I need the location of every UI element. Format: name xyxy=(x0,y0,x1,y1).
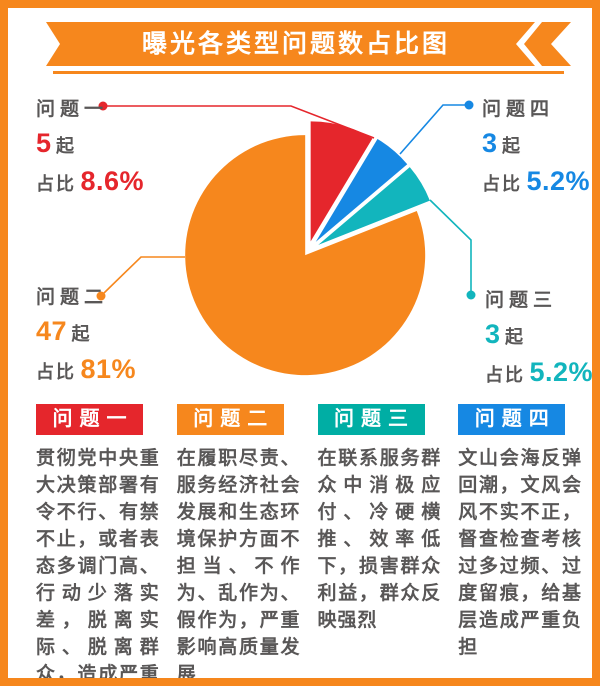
callout-issue1-pct: 占比 8.6% xyxy=(36,166,144,196)
pie-slice-问题一 xyxy=(310,121,373,242)
callout-issue3: 问题三 3 起 占比 5.2% xyxy=(485,285,593,388)
callout-issue2-label: 问题二 xyxy=(36,287,109,308)
column-issue2-body: 在履职尽责、服务经济社会发展和生态环境保护方面不担当、不作为、乱作为、假作为，严… xyxy=(176,448,301,685)
column-issue1-header: 问题一 xyxy=(36,404,143,435)
ribbon-body xyxy=(46,22,535,66)
ribbon-shape xyxy=(46,22,571,66)
column-issue3: 问题三 在联系服务群众中消极应付、冷硬横推、效率低下，损害群众利益，群众反映强烈 xyxy=(317,404,442,678)
callout-issue2-count: 47 起 xyxy=(36,316,92,346)
leader-line-issue3 xyxy=(429,199,472,292)
column-issue4-header: 问题四 xyxy=(458,404,566,435)
leader-dot-issue2 xyxy=(96,291,106,301)
callout-issue1-count: 5 起 xyxy=(36,128,76,158)
leader-dot-issue3 xyxy=(466,290,476,300)
column-issue4-body: 文山会海反弹回潮，文风会风不实不正，督查检查考核过多过频、过度留痕，给基层造成严… xyxy=(458,448,582,658)
leader-line-issue2 xyxy=(103,256,185,294)
column-issue2: 问题二 在履职尽责、服务经济社会发展和生态环境保护方面不担当、不作为、乱作为、假… xyxy=(176,404,301,685)
leader-dot-issue1 xyxy=(98,101,108,111)
callout-issue4-count: 3 起 xyxy=(482,128,522,158)
column-issue1: 问题一 贯彻党中央重大决策部署有令不行、有禁不止，或者表态多调门高、行动少落实差… xyxy=(36,404,160,685)
column-issue3-body: 在联系服务群众中消极应付、冷硬横推、效率低下，损害群众利益，群众反映强烈 xyxy=(317,448,442,631)
pie-slices xyxy=(185,121,430,376)
pie-slice-问题三 xyxy=(318,167,430,245)
leader-line-issue1 xyxy=(103,105,375,139)
header-banner: 曝光各类型问题数占比图 xyxy=(46,21,571,67)
pie-slice-问题四 xyxy=(315,138,408,242)
callout-issue2-pct: 占比 81% xyxy=(36,354,136,384)
description-columns: 问题一 贯彻党中央重大决策部署有令不行、有禁不止，或者表态多调门高、行动少落实差… xyxy=(36,404,582,685)
column-issue1-body: 贯彻党中央重大决策部署有令不行、有禁不止，或者表态多调门高、行动少落实差，脱离实… xyxy=(36,448,160,685)
callout-issue2: 问题二 47 起 占比 81% xyxy=(36,282,136,385)
pie-slice-问题二 xyxy=(185,135,426,376)
callout-issue3-pct: 占比 5.2% xyxy=(485,357,593,387)
callout-issue1: 问题一 5 起 占比 8.6% xyxy=(36,94,144,197)
page-title: 曝光各类型问题数占比图 xyxy=(141,30,450,58)
callout-issue4: 问题四 3 起 占比 5.2% xyxy=(482,94,590,197)
pie-svg xyxy=(96,100,476,376)
leader-line-issue4 xyxy=(399,104,466,155)
column-issue3-header: 问题三 xyxy=(317,404,425,435)
banner-underline xyxy=(53,71,564,74)
callout-issue1-label: 问题一 xyxy=(36,99,109,120)
column-issue2-header: 问题二 xyxy=(176,404,284,435)
callout-issue3-label: 问题三 xyxy=(485,290,558,311)
callout-issue3-count: 3 起 xyxy=(485,319,525,349)
ribbon-tail xyxy=(524,22,571,66)
callout-issue4-pct: 占比 5.2% xyxy=(482,166,590,196)
leader-dot-issue4 xyxy=(464,100,474,110)
callout-issue4-label: 问题四 xyxy=(482,99,555,120)
pie-chart xyxy=(8,78,592,398)
column-issue4: 问题四 文山会海反弹回潮，文风会风不实不正，督查检查考核过多过频、过度留痕，给基… xyxy=(458,404,582,678)
